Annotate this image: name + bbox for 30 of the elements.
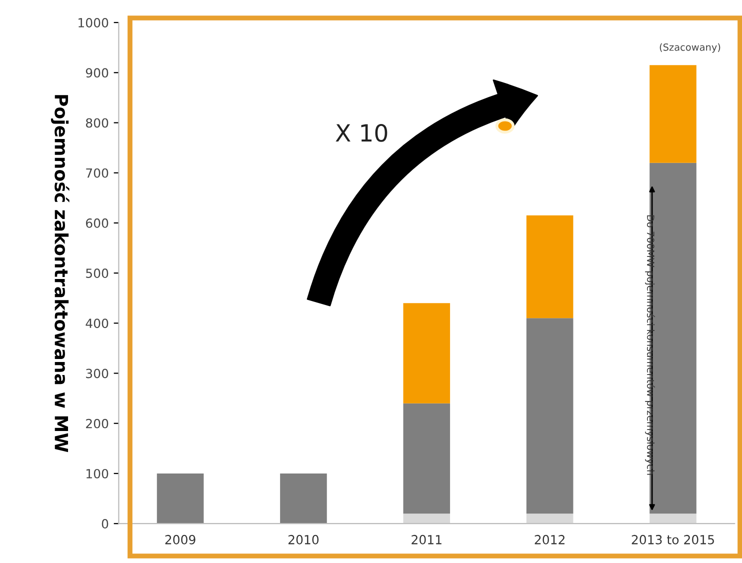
x-tick-label: 2011 xyxy=(412,534,442,544)
x-tick-label: 2013 to 2015 xyxy=(632,534,714,544)
bar xyxy=(280,473,327,524)
y-tick-label: 400 xyxy=(86,318,108,328)
y-tick-label: 1000 xyxy=(78,18,108,28)
y-axis-title: Pojemność zakontraktowana w MW xyxy=(50,95,70,452)
bar xyxy=(403,303,450,404)
annotation: X 10 xyxy=(336,124,388,142)
y-tick-label: 900 xyxy=(86,68,108,78)
y-tick-label: 600 xyxy=(86,218,108,228)
x-tick-label: 2012 xyxy=(534,534,564,544)
bar xyxy=(526,514,574,524)
annotation: Do 700MW pojemności konsumentów przemysłowych xyxy=(645,215,655,475)
y-tick-label: 200 xyxy=(86,418,108,428)
bar xyxy=(650,514,696,524)
annotation: (Szacowany) xyxy=(660,43,720,53)
bar xyxy=(650,65,696,163)
bar xyxy=(526,318,574,514)
y-tick-label: 500 xyxy=(86,268,108,278)
y-tick-label: 0 xyxy=(102,519,108,529)
y-tick-label: 800 xyxy=(86,118,108,128)
bar xyxy=(526,215,574,318)
y-tick-label: 300 xyxy=(86,368,108,378)
x-tick-label: 2010 xyxy=(288,534,319,544)
x-tick-label: 2009 xyxy=(165,534,196,544)
bar xyxy=(403,403,450,514)
bar xyxy=(403,514,450,524)
y-tick-label: 100 xyxy=(86,468,108,478)
bar xyxy=(156,473,204,524)
y-tick-label: 700 xyxy=(86,168,108,178)
